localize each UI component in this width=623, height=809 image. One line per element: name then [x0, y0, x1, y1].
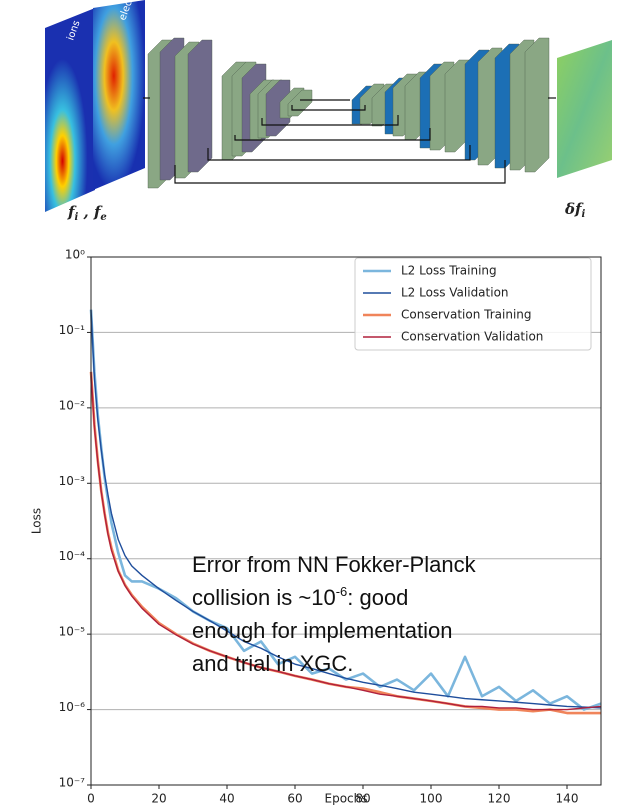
annotation-part: -6: [336, 584, 348, 599]
layer-block: [187, 39, 213, 173]
label-part: ,: [78, 203, 94, 221]
annotation-part: enough for implementation: [192, 618, 453, 643]
label-part: e: [100, 212, 106, 223]
legend-label: Conservation Validation: [401, 330, 543, 344]
y-tick-label: 10⁻⁵: [59, 625, 86, 639]
ions-image: [45, 8, 95, 212]
input-label: fi , fe: [67, 203, 107, 223]
y-tick-label: 10⁻³: [59, 474, 86, 488]
series-line: [90, 309, 602, 709]
series-line: [90, 371, 602, 711]
y-tick-label: 10⁻⁷: [59, 776, 86, 790]
legend-box: [354, 257, 592, 351]
label-part: f: [67, 203, 77, 221]
x-axis-label: Epochs: [325, 792, 368, 806]
series-line: [89, 309, 602, 711]
annotation: Error from NN Fokker-Planck collision is …: [192, 552, 477, 676]
label-part: i: [74, 212, 78, 223]
x-tick-label: 140: [556, 792, 579, 806]
y-tick-label: 10⁻⁴: [59, 549, 86, 563]
x-tick-label: 80: [355, 792, 370, 806]
loss-chart: 10⁻⁷ 10⁻⁶ 10⁻⁵ 10⁻⁴ 10⁻³ 10⁻² 10⁻¹ 10⁰ 0 20 40 60 80…: [30, 248, 602, 806]
output-image: [557, 40, 612, 178]
annotation-part: Error from NN Fokker-Planck: [192, 552, 477, 577]
x-tick-label: 120: [488, 792, 511, 806]
connections: [143, 97, 556, 184]
label-part: δf: [564, 200, 584, 218]
legend-label: L2 Loss Training: [401, 264, 497, 278]
unet-diagram: ions electrons fi , fe δfi: [45, 0, 612, 223]
y-tick-label: 10⁻⁶: [59, 700, 86, 714]
y-tick-label: 10⁰: [65, 248, 85, 262]
electrons-image: [93, 0, 145, 190]
layer-block: [524, 37, 550, 173]
layer-block: [265, 79, 291, 137]
plot-frame: [90, 256, 602, 786]
x-tick-label: 0: [87, 792, 95, 806]
legend-label: L2 Loss Validation: [401, 286, 509, 300]
x-tick-label: 100: [420, 792, 443, 806]
label-part: f: [93, 203, 103, 221]
y-tick-label: 10⁻²: [59, 398, 86, 412]
x-tick-label: 60: [287, 792, 302, 806]
y-tick-label: 10⁻¹: [59, 323, 86, 337]
annotation-part: : good: [347, 585, 408, 610]
y-axis-label: Loss: [30, 508, 44, 534]
output-label: δfi: [564, 200, 585, 220]
annotation-part: and trial in XGC.: [192, 651, 353, 676]
x-tick-label: 20: [151, 792, 166, 806]
x-tick-label: 40: [219, 792, 234, 806]
legend-label: Conservation Training: [401, 308, 532, 322]
label-part: i: [581, 209, 585, 220]
annotation-part: collision is ~10: [192, 585, 336, 610]
